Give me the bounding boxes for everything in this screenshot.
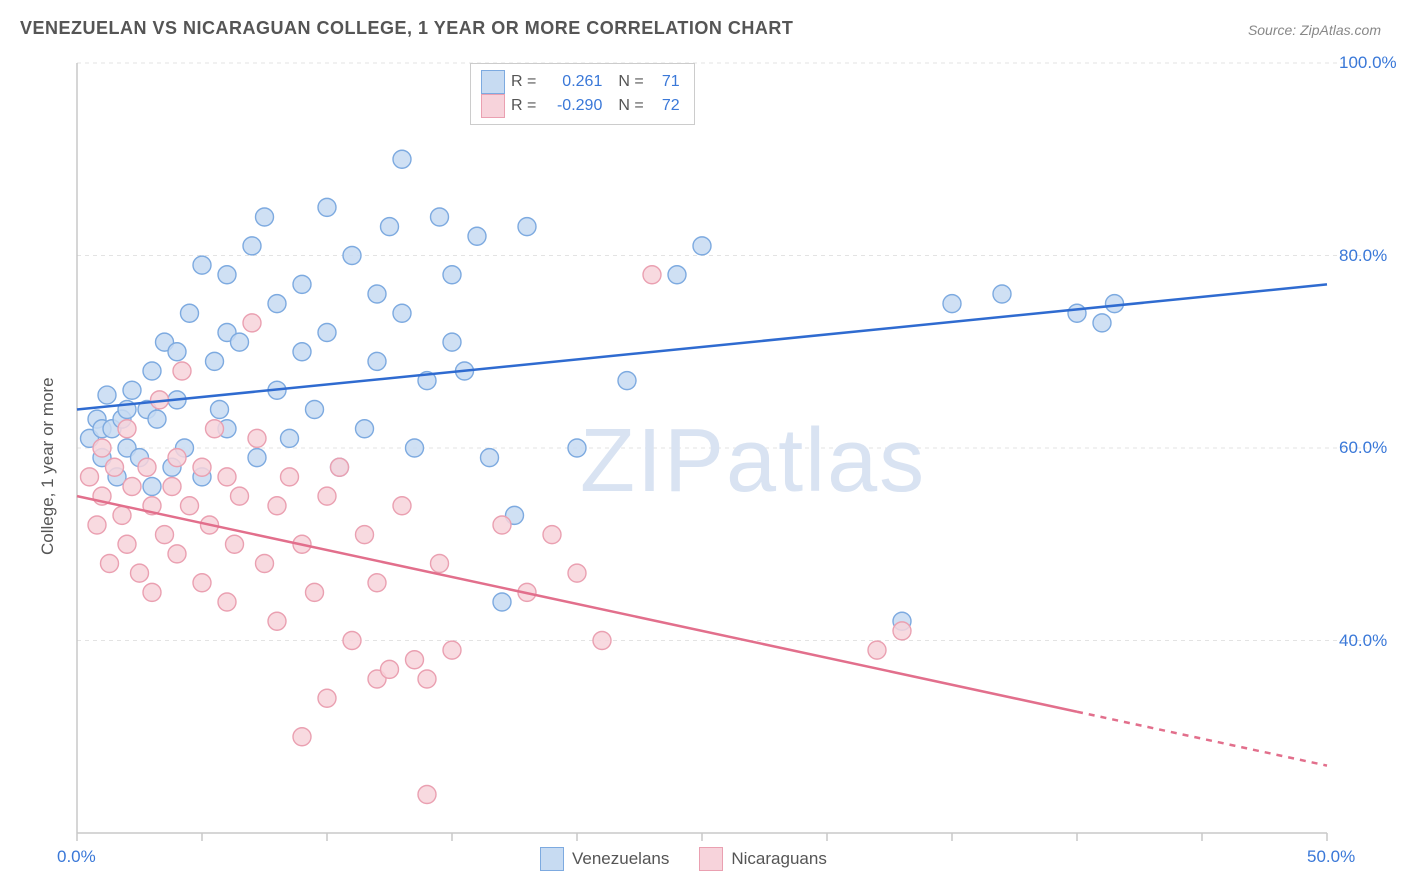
legend-label: Venezuelans xyxy=(572,849,669,869)
y-tick-label: 40.0% xyxy=(1339,631,1387,651)
stats-legend-row: R = -0.290 N = 72 xyxy=(481,94,680,118)
x-tick-label: 50.0% xyxy=(1307,847,1355,867)
swatch-icon xyxy=(481,94,505,118)
legend-item: Venezuelans xyxy=(540,847,669,871)
series-legend: Venezuelans Nicaraguans xyxy=(540,847,827,871)
swatch-icon xyxy=(699,847,723,871)
swatch-icon xyxy=(540,847,564,871)
legend-item: Nicaraguans xyxy=(699,847,826,871)
n-label: N = xyxy=(618,73,643,91)
y-tick-label: 80.0% xyxy=(1339,246,1387,266)
chart-area: ZIPatlas R = 0.261 N = 71 R = -0.290 N =… xyxy=(20,55,1386,872)
chart-container: VENEZUELAN VS NICARAGUAN COLLEGE, 1 YEAR… xyxy=(0,0,1406,892)
chart-title: VENEZUELAN VS NICARAGUAN COLLEGE, 1 YEAR… xyxy=(20,18,793,39)
n-value: 72 xyxy=(650,97,680,115)
r-value: -0.290 xyxy=(542,97,602,115)
swatch-icon xyxy=(481,70,505,94)
stats-legend: R = 0.261 N = 71 R = -0.290 N = 72 xyxy=(470,63,695,125)
n-label: N = xyxy=(618,97,643,115)
legend-label: Nicaraguans xyxy=(731,849,826,869)
r-value: 0.261 xyxy=(542,73,602,91)
r-label: R = xyxy=(511,73,536,91)
source-attribution: Source: ZipAtlas.com xyxy=(1248,22,1381,38)
x-tick-label: 0.0% xyxy=(57,847,96,867)
scatter-chart xyxy=(20,55,1386,872)
y-tick-label: 100.0% xyxy=(1339,53,1397,73)
n-value: 71 xyxy=(650,73,680,91)
y-axis-label: College, 1 year or more xyxy=(38,377,58,555)
r-label: R = xyxy=(511,97,536,115)
stats-legend-row: R = 0.261 N = 71 xyxy=(481,70,680,94)
y-tick-label: 60.0% xyxy=(1339,438,1387,458)
